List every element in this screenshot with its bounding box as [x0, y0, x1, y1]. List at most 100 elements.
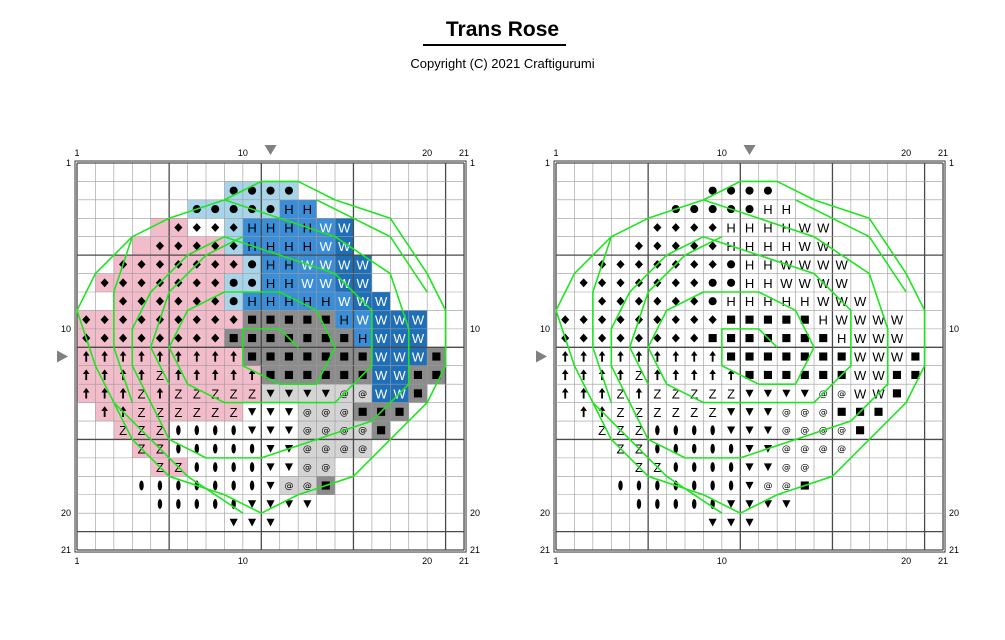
- down-triangle-icon: [303, 389, 312, 398]
- at-symbol-icon: @: [763, 482, 772, 492]
- diamond-symbol-icon: [598, 278, 607, 288]
- square-symbol-icon: [745, 370, 754, 379]
- color-cell-blue: [298, 199, 317, 219]
- letter-h-symbol-icon: H: [303, 239, 312, 254]
- letter-h-symbol-icon: H: [782, 202, 791, 217]
- at-symbol-icon: @: [303, 408, 312, 418]
- letter-h-symbol-icon: H: [303, 202, 312, 217]
- color-cell-dark-blue: [371, 328, 391, 348]
- ellipse-symbol-icon: [673, 462, 679, 473]
- color-cell-dark-blue: [371, 347, 391, 366]
- letter-w-symbol-icon: W: [393, 368, 406, 383]
- letter-z-symbol-icon: Z: [653, 405, 661, 420]
- square-symbol-icon: [819, 334, 828, 343]
- color-cell-dark-blue: [371, 384, 391, 403]
- at-symbol-icon: @: [800, 463, 809, 473]
- letter-h-symbol-icon: H: [266, 276, 275, 291]
- bottom-col-label: 21: [938, 556, 948, 566]
- up-arrow-stem: [638, 355, 640, 362]
- letter-h-symbol-icon: H: [745, 294, 754, 309]
- diamond-symbol-icon: [137, 278, 146, 288]
- down-triangle-icon: [266, 408, 275, 416]
- square-symbol-icon: [800, 334, 809, 343]
- petal-outline: [76, 180, 447, 514]
- square-symbol-icon: [911, 352, 920, 361]
- letter-w-symbol-icon: W: [320, 239, 333, 254]
- letter-z-symbol-icon: Z: [248, 386, 256, 401]
- down-triangle-icon: [266, 500, 275, 509]
- letter-z-symbol-icon: Z: [617, 405, 625, 420]
- letter-w-symbol-icon: W: [375, 350, 388, 365]
- color-cell-pink: [132, 384, 151, 403]
- up-arrow-icon: [580, 406, 587, 411]
- square-symbol-icon: [819, 370, 828, 379]
- center-row-marker-icon: [536, 350, 547, 363]
- letter-h-symbol-icon: H: [745, 276, 754, 291]
- up-arrow-icon: [175, 350, 182, 356]
- diamond-symbol-icon: [708, 315, 717, 325]
- diamond-symbol-icon: [229, 259, 238, 269]
- down-triangle-icon: [727, 518, 736, 527]
- petal-outline: [592, 236, 613, 403]
- circle-symbol-icon: [229, 186, 238, 195]
- diamond-symbol-icon: [671, 223, 680, 232]
- copyright-notice: Copyright (C) 2021 Craftigurumi: [410, 56, 595, 71]
- up-arrow-icon: [138, 350, 145, 356]
- color-cell-pink: [206, 384, 225, 403]
- down-triangle-icon: [763, 408, 772, 416]
- letter-w-symbol-icon: W: [854, 368, 867, 383]
- letter-w-symbol-icon: W: [799, 276, 812, 291]
- down-triangle-icon: [745, 444, 754, 453]
- diamond-symbol-icon: [598, 333, 607, 343]
- diamond-symbol-icon: [155, 296, 164, 306]
- diamond-symbol-icon: [653, 333, 662, 343]
- up-arrow-stem: [232, 373, 235, 381]
- color-cell-blue: [261, 255, 280, 274]
- diamond-symbol-icon: [229, 223, 238, 232]
- letter-w-symbol-icon: W: [836, 276, 849, 291]
- up-arrow-icon: [617, 350, 624, 356]
- bottom-col-label: 1: [74, 556, 79, 566]
- at-symbol-icon: @: [358, 426, 367, 436]
- ellipse-symbol-icon: [728, 480, 734, 491]
- at-symbol-icon: @: [340, 445, 349, 455]
- square-symbol-icon: [377, 426, 386, 435]
- at-symbol-icon: @: [782, 463, 791, 473]
- letter-z-symbol-icon: Z: [690, 386, 698, 401]
- up-arrow-stem: [711, 355, 714, 362]
- color-cell-light-gray: [279, 476, 299, 495]
- diamond-symbol-icon: [211, 315, 220, 325]
- color-cell-blue: [261, 292, 280, 311]
- page-title: Trans Rose: [445, 18, 560, 41]
- down-triangle-icon: [284, 408, 293, 416]
- letter-w-symbol-icon: W: [799, 221, 812, 236]
- letter-h-symbol-icon: H: [284, 257, 293, 272]
- color-cell-blue: [298, 292, 317, 311]
- up-arrow-icon: [230, 350, 237, 356]
- diamond-symbol-icon: [119, 296, 128, 306]
- up-arrow-stem: [711, 373, 714, 381]
- color-cell-blue: [316, 236, 336, 256]
- diamond-symbol-icon: [211, 259, 220, 269]
- diamond-symbol-icon: [671, 333, 680, 343]
- letter-h-symbol-icon: H: [284, 221, 293, 236]
- up-arrow-icon: [101, 406, 108, 411]
- square-symbol-icon: [800, 370, 809, 379]
- ellipse-symbol-icon: [655, 480, 660, 491]
- diamond-symbol-icon: [598, 315, 607, 325]
- square-symbol-icon: [874, 407, 883, 416]
- up-arrow-stem: [177, 355, 180, 362]
- bottom-col-label: 20: [901, 556, 911, 566]
- bottom-col-label: 10: [717, 556, 727, 566]
- up-arrow-stem: [674, 373, 677, 381]
- diamond-symbol-icon: [174, 333, 183, 343]
- letter-h-symbol-icon: H: [266, 239, 275, 254]
- up-arrow-icon: [211, 350, 219, 356]
- color-cell-dark-blue: [353, 273, 372, 293]
- square-symbol-icon: [395, 407, 404, 416]
- square-symbol-icon: [800, 315, 809, 324]
- square-symbol-icon: [266, 352, 275, 361]
- letter-h-symbol-icon: H: [745, 221, 754, 236]
- up-arrow-stem: [656, 373, 659, 381]
- down-triangle-icon: [303, 500, 312, 509]
